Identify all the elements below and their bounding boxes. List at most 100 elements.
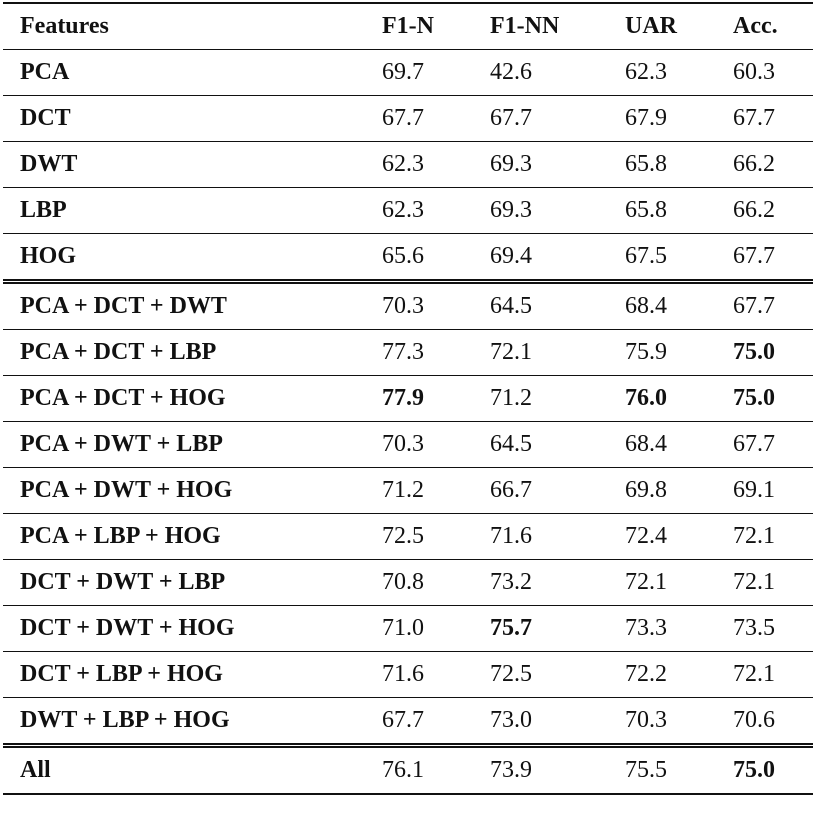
table-row: PCA + DWT + HOG 71.2 66.7 69.8 69.1	[3, 467, 813, 514]
value-cell: 69.4	[490, 233, 625, 282]
value-cell: 77.9	[382, 375, 490, 422]
table-header: Features F1-N F1-NN UAR Acc.	[3, 2, 813, 50]
value-cell: 71.2	[490, 375, 625, 422]
value-cell: 71.6	[490, 513, 625, 560]
feature-cell: DWT	[3, 141, 382, 188]
value-cell: 62.3	[382, 141, 490, 188]
value-cell: 75.0	[733, 375, 813, 422]
feature-cell: DWT + LBP + HOG	[3, 697, 382, 746]
value-cell: 67.9	[625, 95, 733, 142]
feature-cell: DCT + DWT + LBP	[3, 559, 382, 606]
value-cell: 67.5	[625, 233, 733, 282]
feature-cell: All	[3, 743, 382, 795]
value-cell: 68.4	[625, 279, 733, 330]
value-cell: 70.6	[733, 697, 813, 746]
value-cell: 60.3	[733, 49, 813, 96]
value-cell: 62.3	[625, 49, 733, 96]
value-cell: 76.0	[625, 375, 733, 422]
value-cell: 69.8	[625, 467, 733, 514]
value-cell: 64.5	[490, 421, 625, 468]
table-row: DCT + DWT + HOG 71.0 75.7 73.3 73.5	[3, 605, 813, 652]
header-cell: Acc.	[733, 2, 813, 50]
value-cell: 64.5	[490, 279, 625, 330]
table-row: PCA + LBP + HOG 72.5 71.6 72.4 72.1	[3, 513, 813, 560]
value-cell: 73.5	[733, 605, 813, 652]
value-cell: 77.3	[382, 329, 490, 376]
value-cell: 75.0	[733, 329, 813, 376]
value-cell: 73.0	[490, 697, 625, 746]
value-cell: 71.0	[382, 605, 490, 652]
feature-cell: PCA + LBP + HOG	[3, 513, 382, 560]
feature-cell: PCA + DWT + LBP	[3, 421, 382, 468]
feature-cell: DCT + LBP + HOG	[3, 651, 382, 698]
table-row: LBP 62.3 69.3 65.8 66.2	[3, 187, 813, 234]
value-cell: 67.7	[382, 697, 490, 746]
table-row: DCT + LBP + HOG 71.6 72.5 72.2 72.1	[3, 651, 813, 698]
value-cell: 72.4	[625, 513, 733, 560]
value-cell: 70.3	[625, 697, 733, 746]
value-cell: 69.1	[733, 467, 813, 514]
feature-cell: PCA + DWT + HOG	[3, 467, 382, 514]
table-row: DWT 62.3 69.3 65.8 66.2	[3, 141, 813, 188]
table-row: PCA 69.7 42.6 62.3 60.3	[3, 49, 813, 96]
header-cell: F1-NN	[490, 2, 625, 50]
value-cell: 72.5	[490, 651, 625, 698]
table-row: HOG 65.6 69.4 67.5 67.7	[3, 233, 813, 282]
value-cell: 65.6	[382, 233, 490, 282]
value-cell: 67.7	[733, 233, 813, 282]
value-cell: 75.7	[490, 605, 625, 652]
value-cell: 65.8	[625, 187, 733, 234]
value-cell: 70.3	[382, 279, 490, 330]
value-cell: 69.3	[490, 187, 625, 234]
results-table: Features F1-N F1-NN UAR Acc. PCA 69.7 42.6 62.3…	[3, 2, 813, 795]
value-cell: 67.7	[733, 95, 813, 142]
value-cell: 66.2	[733, 187, 813, 234]
value-cell: 62.3	[382, 187, 490, 234]
value-cell: 67.7	[733, 421, 813, 468]
value-cell: 70.3	[382, 421, 490, 468]
value-cell: 72.1	[733, 513, 813, 560]
table-row: PCA + DCT + HOG 77.9 71.2 76.0 75.0	[3, 375, 813, 422]
value-cell: 67.7	[733, 279, 813, 330]
header-cell: F1-N	[382, 2, 490, 50]
value-cell: 67.7	[490, 95, 625, 142]
value-cell: 68.4	[625, 421, 733, 468]
feature-cell: PCA + DCT + DWT	[3, 279, 382, 330]
value-cell: 65.8	[625, 141, 733, 188]
value-cell: 72.2	[625, 651, 733, 698]
value-cell: 69.3	[490, 141, 625, 188]
value-cell: 66.2	[733, 141, 813, 188]
value-cell: 75.0	[733, 743, 813, 795]
table-row: PCA + DWT + LBP 70.3 64.5 68.4 67.7	[3, 421, 813, 468]
value-cell: 73.9	[490, 743, 625, 795]
feature-cell: DCT + DWT + HOG	[3, 605, 382, 652]
value-cell: 42.6	[490, 49, 625, 96]
value-cell: 72.1	[625, 559, 733, 606]
feature-cell: PCA + DCT + HOG	[3, 375, 382, 422]
value-cell: 72.1	[490, 329, 625, 376]
table-row: PCA + DCT + DWT 70.3 64.5 68.4 67.7	[3, 279, 813, 330]
value-cell: 71.6	[382, 651, 490, 698]
header-cell: Features	[3, 2, 382, 50]
feature-cell: DCT	[3, 95, 382, 142]
feature-cell: PCA	[3, 49, 382, 96]
header-row: Features F1-N F1-NN UAR Acc.	[3, 2, 813, 50]
table-row: PCA + DCT + LBP 77.3 72.1 75.9 75.0	[3, 329, 813, 376]
feature-cell: LBP	[3, 187, 382, 234]
value-cell: 72.1	[733, 559, 813, 606]
value-cell: 72.1	[733, 651, 813, 698]
value-cell: 67.7	[382, 95, 490, 142]
table-row: All 76.1 73.9 75.5 75.0	[3, 743, 813, 795]
header-cell: UAR	[625, 2, 733, 50]
value-cell: 73.3	[625, 605, 733, 652]
value-cell: 75.5	[625, 743, 733, 795]
value-cell: 76.1	[382, 743, 490, 795]
value-cell: 70.8	[382, 559, 490, 606]
feature-cell: PCA + DCT + LBP	[3, 329, 382, 376]
feature-cell: HOG	[3, 233, 382, 282]
value-cell: 66.7	[490, 467, 625, 514]
table-row: DCT 67.7 67.7 67.9 67.7	[3, 95, 813, 142]
value-cell: 75.9	[625, 329, 733, 376]
table-row: DWT + LBP + HOG 67.7 73.0 70.3 70.6	[3, 697, 813, 746]
